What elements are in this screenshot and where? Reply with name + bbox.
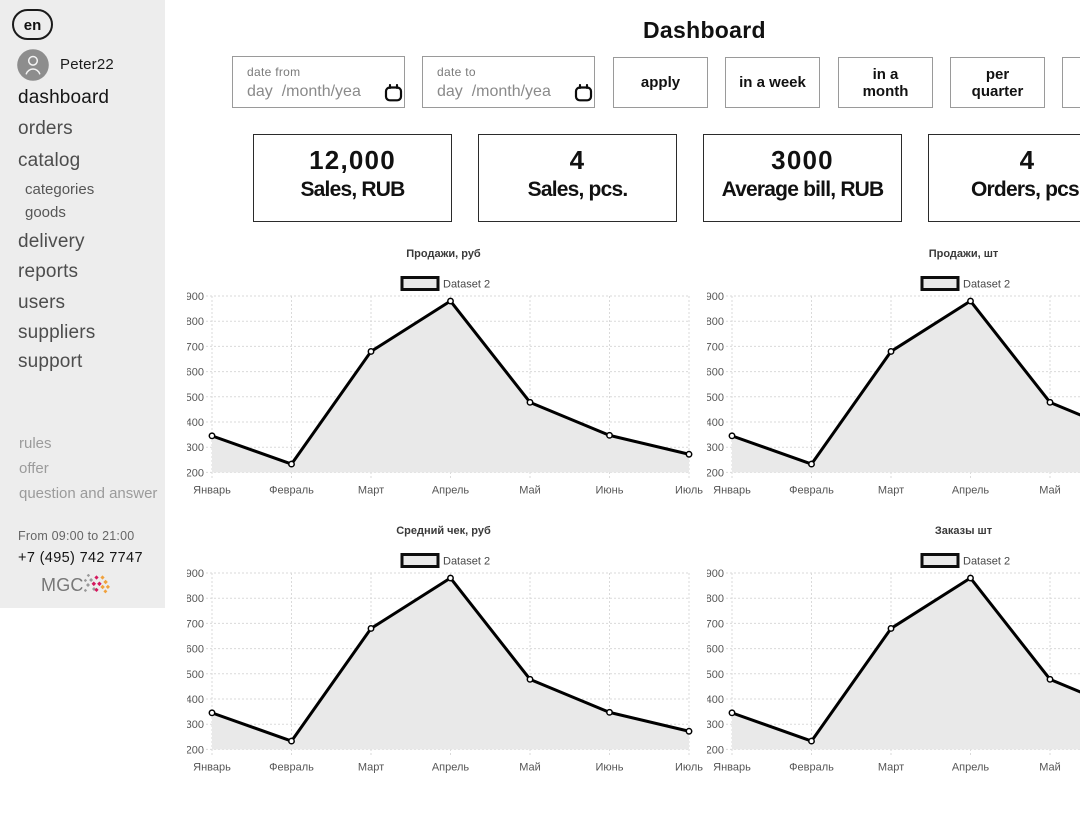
svg-text:900: 900 (707, 291, 724, 303)
svg-text:800: 800 (187, 593, 204, 605)
svg-text:Март: Март (878, 762, 904, 774)
svg-text:Март: Март (358, 762, 384, 774)
svg-text:700: 700 (707, 618, 724, 630)
svg-text:Dataset 2: Dataset 2 (443, 556, 490, 568)
svg-text:Февраль: Февраль (269, 485, 314, 497)
svg-text:500: 500 (707, 669, 724, 681)
svg-text:300: 300 (707, 719, 724, 731)
svg-text:200: 200 (187, 467, 204, 479)
svg-text:300: 300 (707, 442, 724, 454)
svg-text:500: 500 (707, 392, 724, 404)
svg-text:Февраль: Февраль (789, 762, 834, 774)
svg-text:Январь: Январь (193, 485, 231, 497)
svg-text:400: 400 (707, 417, 724, 429)
svg-text:300: 300 (187, 719, 204, 731)
svg-text:Февраль: Февраль (269, 762, 314, 774)
svg-text:300: 300 (187, 442, 204, 454)
svg-text:600: 600 (187, 644, 204, 656)
svg-text:900: 900 (187, 291, 204, 303)
svg-text:800: 800 (707, 316, 724, 328)
svg-text:Апрель: Апрель (952, 485, 990, 497)
svg-text:Март: Март (878, 485, 904, 497)
svg-text:Апрель: Апрель (952, 762, 990, 774)
svg-text:Апрель: Апрель (432, 762, 470, 774)
svg-text:Январь: Январь (193, 762, 231, 774)
svg-text:Заказы шт: Заказы шт (935, 525, 993, 537)
svg-text:Май: Май (519, 762, 541, 774)
svg-text:400: 400 (187, 694, 204, 706)
svg-text:Продажи, руб: Продажи, руб (406, 248, 481, 260)
svg-text:700: 700 (187, 618, 204, 630)
svg-text:Средний чек, руб: Средний чек, руб (396, 525, 491, 537)
svg-text:400: 400 (187, 417, 204, 429)
svg-text:700: 700 (707, 341, 724, 353)
svg-text:Январь: Январь (713, 485, 751, 497)
svg-text:900: 900 (187, 568, 204, 580)
svg-text:Май: Май (1039, 485, 1061, 497)
svg-text:Июнь: Июнь (596, 485, 624, 497)
svg-text:Март: Март (358, 485, 384, 497)
svg-text:Dataset 2: Dataset 2 (443, 279, 490, 291)
svg-text:Май: Май (1039, 762, 1061, 774)
svg-text:Dataset 2: Dataset 2 (963, 279, 1010, 291)
svg-text:Dataset 2: Dataset 2 (963, 556, 1010, 568)
svg-text:500: 500 (187, 669, 204, 681)
svg-text:200: 200 (707, 744, 724, 756)
svg-text:Июль: Июль (675, 485, 703, 497)
svg-text:Февраль: Февраль (789, 485, 834, 497)
svg-text:500: 500 (187, 392, 204, 404)
svg-text:600: 600 (707, 644, 724, 656)
svg-text:200: 200 (707, 467, 724, 479)
svg-text:Продажи, шт: Продажи, шт (929, 248, 999, 260)
svg-text:Июнь: Июнь (596, 762, 624, 774)
svg-text:Апрель: Апрель (432, 485, 470, 497)
svg-text:800: 800 (707, 593, 724, 605)
svg-text:Май: Май (519, 485, 541, 497)
svg-text:900: 900 (707, 568, 724, 580)
svg-text:600: 600 (187, 367, 204, 379)
svg-text:Июль: Июль (675, 762, 703, 774)
svg-text:400: 400 (707, 694, 724, 706)
svg-text:600: 600 (707, 367, 724, 379)
svg-text:800: 800 (187, 316, 204, 328)
svg-text:700: 700 (187, 341, 204, 353)
svg-text:Январь: Январь (713, 762, 751, 774)
svg-text:200: 200 (187, 744, 204, 756)
